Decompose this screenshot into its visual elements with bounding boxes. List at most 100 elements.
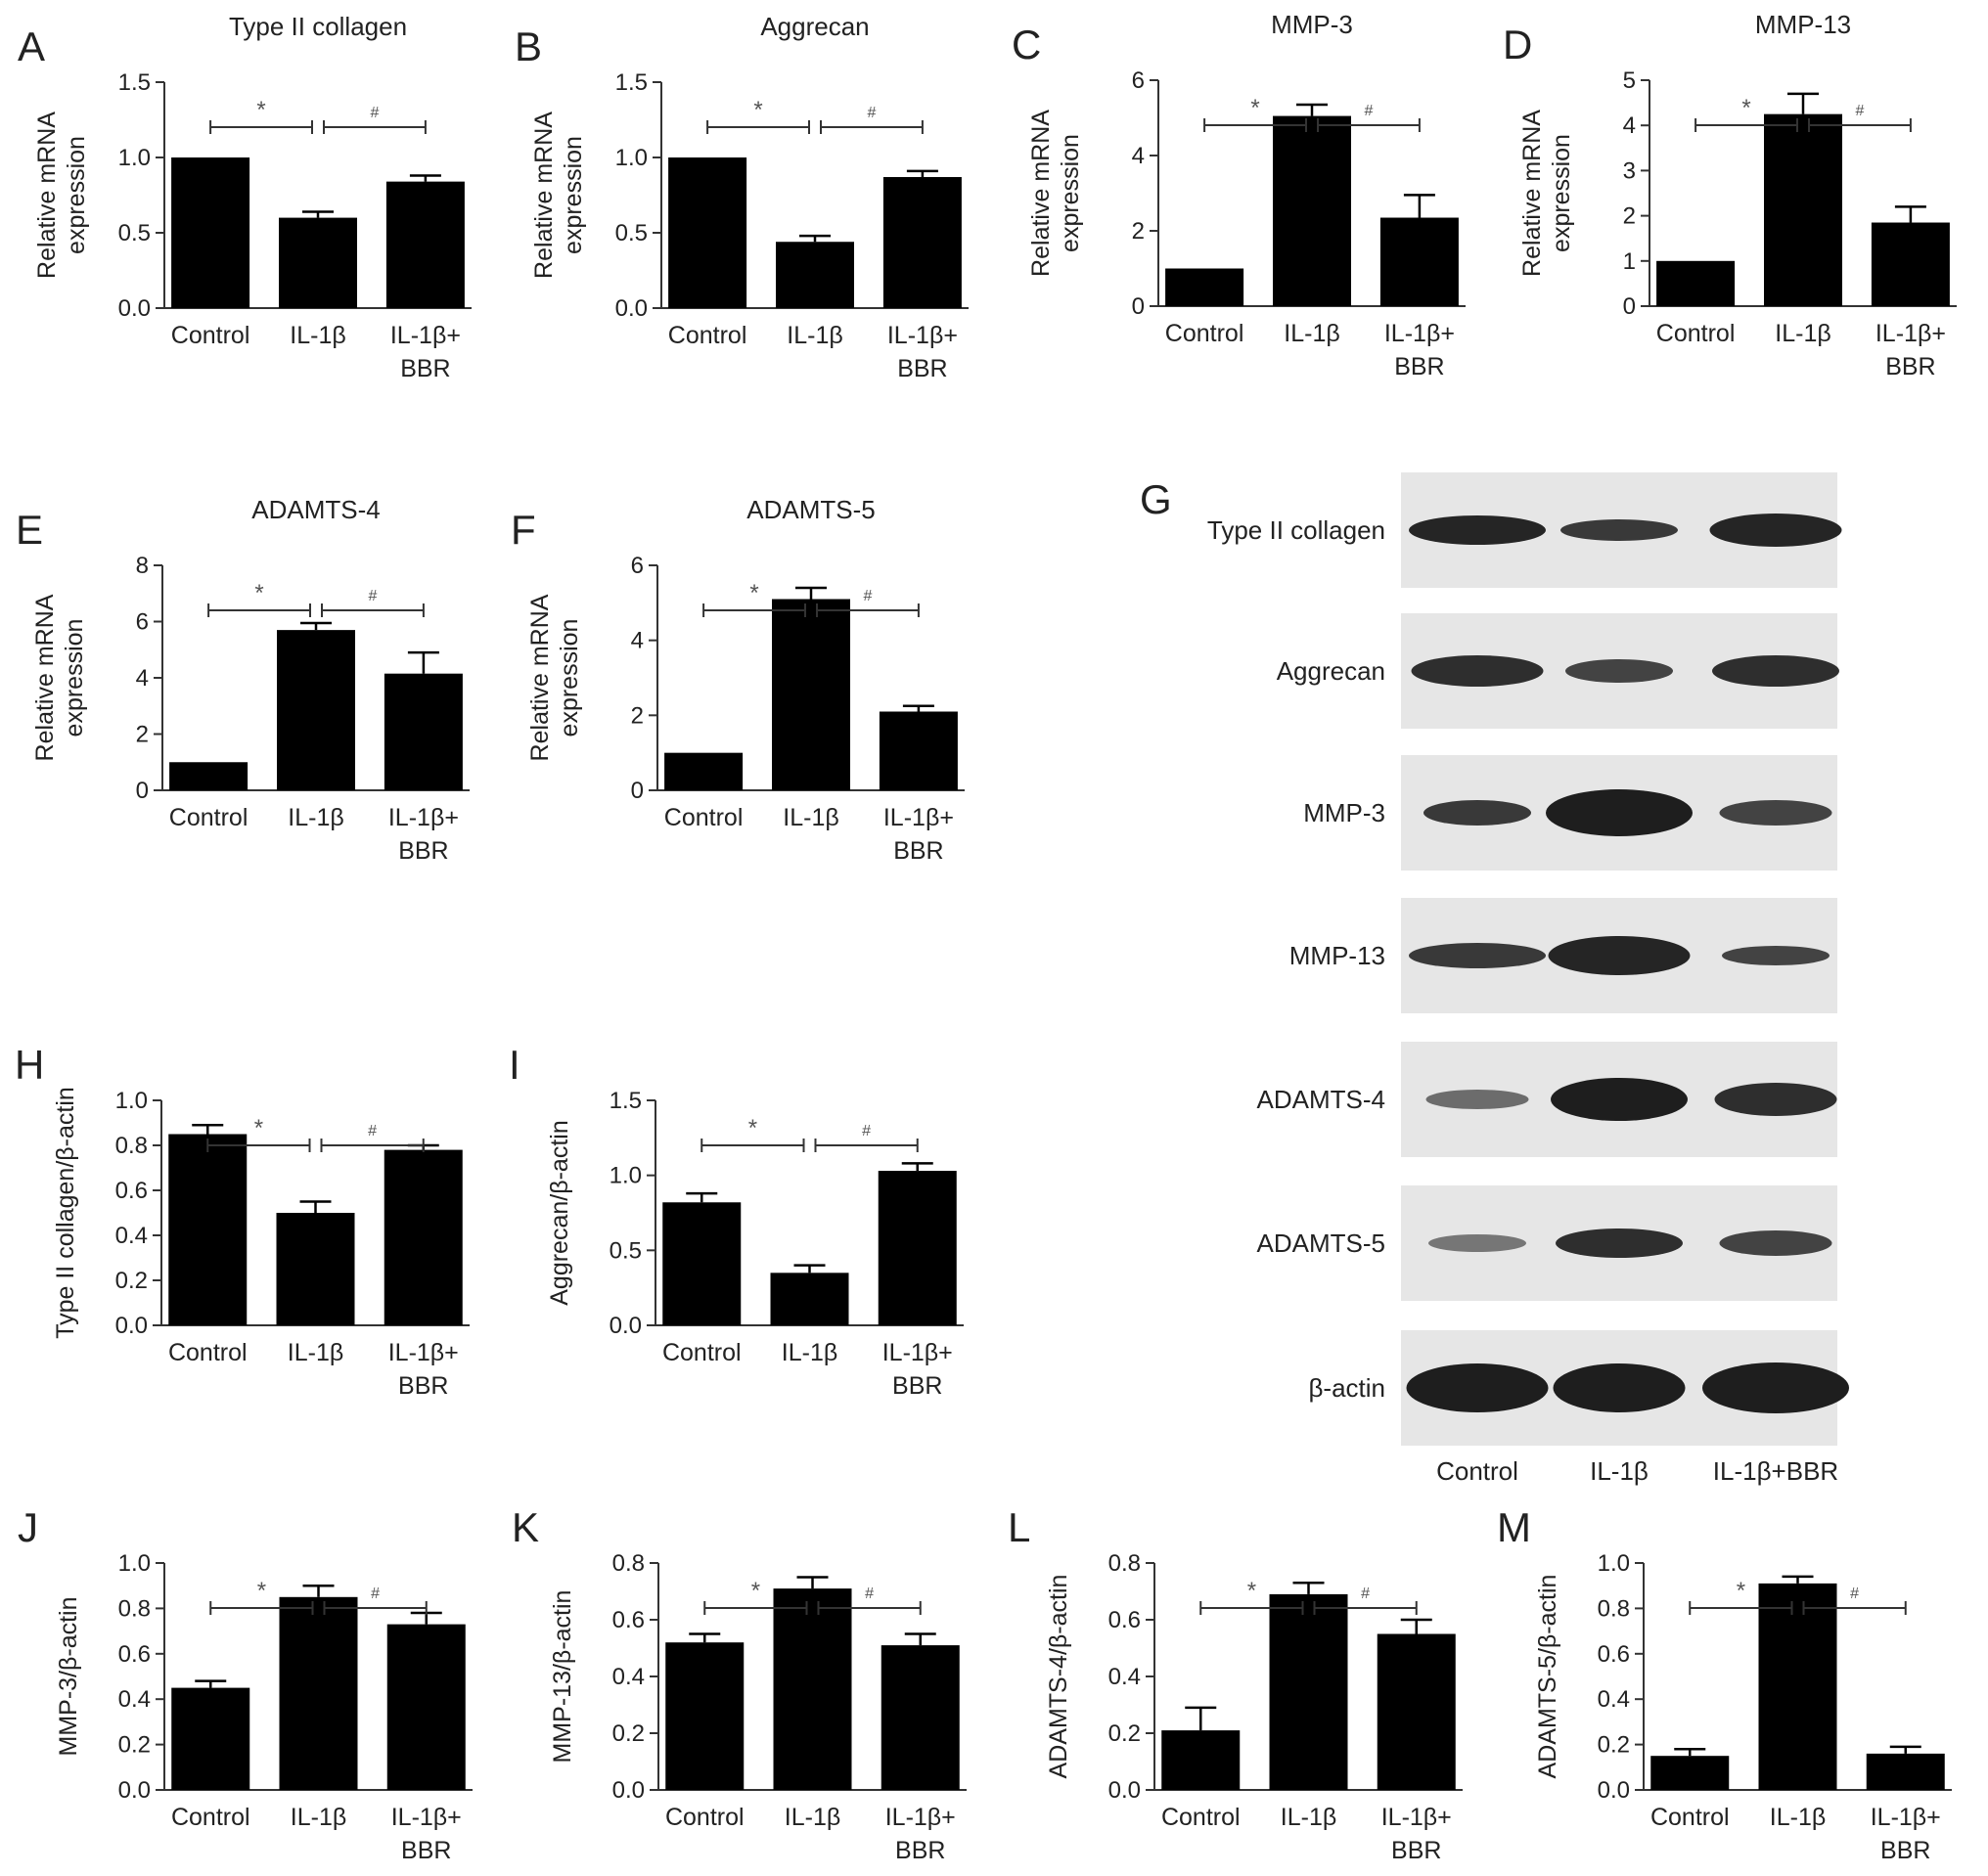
y-tick-label-k: 0.8 xyxy=(612,1550,645,1577)
chart-title-d: MMP-13 xyxy=(1755,10,1851,39)
bar-d-1 xyxy=(1764,113,1842,307)
y-tick-label-j: 0.4 xyxy=(118,1686,151,1713)
y-axis-label-a: expression xyxy=(63,136,90,254)
y-axis-label-a: Relative mRNA xyxy=(33,112,61,279)
y-tick-label-d: 0 xyxy=(1623,293,1636,320)
x-tick-label-f-0: Control xyxy=(664,804,744,831)
y-tick-label-l: 0.6 xyxy=(1108,1607,1141,1633)
blot-band-6-0 xyxy=(1406,1363,1549,1412)
y-tick-label-h: 0.2 xyxy=(115,1268,148,1294)
bar-a-2 xyxy=(385,181,465,308)
bar-h-1 xyxy=(276,1213,355,1325)
x-tick-label-j-2: BBR xyxy=(401,1837,451,1864)
y-tick-label-k: 0.4 xyxy=(612,1664,645,1690)
blot-protein-label: β-actin xyxy=(1308,1373,1385,1403)
bar-m-0 xyxy=(1650,1756,1730,1790)
y-tick-label-j: 0.8 xyxy=(118,1595,151,1622)
x-tick-label-h-2: BBR xyxy=(398,1372,448,1400)
x-tick-label-k-0: Control xyxy=(665,1804,745,1831)
y-tick-label-m: 0.8 xyxy=(1598,1595,1630,1622)
chart-title-e: ADAMTS-4 xyxy=(251,495,380,524)
blot-band-0-1 xyxy=(1560,519,1678,541)
x-tick-label-d-1: IL-1β xyxy=(1775,320,1830,347)
x-tick-label-i-2: BBR xyxy=(892,1372,942,1400)
x-tick-label-b-1: IL-1β xyxy=(787,322,842,349)
sig-star-j-0: * xyxy=(257,1578,266,1604)
sig-hash-a-1: # xyxy=(370,105,379,121)
bar-f-1 xyxy=(772,599,850,790)
sig-star-e-0: * xyxy=(254,580,263,606)
blot-band-1-2 xyxy=(1712,655,1839,687)
y-axis-label-f: Relative mRNA xyxy=(526,594,554,761)
y-axis-label-c: Relative mRNA xyxy=(1027,110,1055,277)
sig-hash-f-1: # xyxy=(863,588,872,604)
blot-band-2-1 xyxy=(1546,789,1693,836)
x-tick-label-c-1: IL-1β xyxy=(1284,320,1339,347)
x-tick-label-l-0: Control xyxy=(1161,1804,1241,1831)
sig-star-b-0: * xyxy=(753,97,762,123)
bar-k-1 xyxy=(773,1588,852,1790)
x-tick-label-b-2: IL-1β+ xyxy=(887,322,958,349)
x-tick-label-a-2: BBR xyxy=(400,355,450,382)
panel-letter-a: A xyxy=(18,23,45,69)
blot-band-0-2 xyxy=(1709,514,1842,547)
chart-title-f: ADAMTS-5 xyxy=(746,495,875,524)
y-tick-label-b: 0.0 xyxy=(615,295,648,322)
panel-letter-k: K xyxy=(512,1504,539,1550)
x-tick-label-m-0: Control xyxy=(1650,1804,1730,1831)
blot-band-4-1 xyxy=(1551,1078,1688,1121)
bar-m-1 xyxy=(1758,1583,1837,1790)
y-axis-label-j: MMP-3/β-actin xyxy=(55,1596,82,1756)
y-tick-label-c: 6 xyxy=(1132,67,1145,94)
bar-b-0 xyxy=(668,157,747,308)
sig-hash-e-1: # xyxy=(368,588,377,604)
y-tick-label-l: 0.0 xyxy=(1108,1777,1141,1804)
x-tick-label-l-2: BBR xyxy=(1391,1837,1441,1864)
y-axis-label-c: expression xyxy=(1057,134,1084,252)
sig-hash-c-1: # xyxy=(1364,103,1373,119)
x-tick-label-i-2: IL-1β+ xyxy=(882,1339,953,1366)
y-axis-label-i: Aggrecan/β-actin xyxy=(546,1120,573,1305)
y-tick-label-h: 0.4 xyxy=(115,1223,148,1249)
sig-hash-b-1: # xyxy=(867,105,876,121)
x-tick-label-m-2: BBR xyxy=(1880,1837,1930,1864)
panel-letter-m: M xyxy=(1497,1504,1531,1550)
blot-lane-label: Control xyxy=(1436,1456,1518,1486)
y-tick-label-m: 0.6 xyxy=(1598,1641,1630,1668)
y-tick-label-c: 0 xyxy=(1132,293,1145,320)
sig-hash-d-1: # xyxy=(1855,103,1864,119)
y-axis-label-b: expression xyxy=(560,136,587,254)
blot-protein-label: ADAMTS-4 xyxy=(1257,1085,1385,1114)
y-tick-label-c: 4 xyxy=(1132,143,1145,169)
y-axis-label-k: MMP-13/β-actin xyxy=(549,1590,576,1764)
y-tick-label-b: 1.5 xyxy=(615,69,648,96)
bar-a-0 xyxy=(171,157,250,308)
x-tick-label-e-1: IL-1β xyxy=(288,804,343,831)
blot-band-1-0 xyxy=(1411,655,1544,687)
x-tick-label-k-2: BBR xyxy=(895,1837,945,1864)
y-tick-label-a: 1.5 xyxy=(118,69,151,96)
x-tick-label-b-2: BBR xyxy=(897,355,947,382)
x-tick-label-d-2: IL-1β+ xyxy=(1875,320,1946,347)
y-tick-label-i: 1.0 xyxy=(610,1163,642,1189)
x-tick-label-f-2: BBR xyxy=(893,837,943,865)
sig-star-h-0: * xyxy=(254,1115,263,1141)
y-tick-label-m: 1.0 xyxy=(1598,1550,1630,1577)
panel-letter-g: G xyxy=(1140,476,1172,522)
bar-h-0 xyxy=(168,1134,248,1325)
bar-j-2 xyxy=(386,1624,466,1790)
x-tick-label-h-2: IL-1β+ xyxy=(388,1339,459,1366)
chart-title-c: MMP-3 xyxy=(1271,10,1353,39)
y-tick-label-l: 0.2 xyxy=(1108,1720,1141,1747)
y-axis-label-l: ADAMTS-4/β-actin xyxy=(1045,1575,1072,1779)
y-tick-label-c: 2 xyxy=(1132,218,1145,245)
x-tick-label-l-2: IL-1β+ xyxy=(1381,1804,1452,1831)
bar-d-0 xyxy=(1656,260,1736,306)
blot-lane-label: IL-1β xyxy=(1590,1456,1649,1486)
x-tick-label-e-2: IL-1β+ xyxy=(388,804,459,831)
y-tick-label-h: 0.6 xyxy=(115,1178,148,1204)
panel-letter-j: J xyxy=(18,1504,38,1550)
y-tick-label-k: 0.2 xyxy=(612,1720,645,1747)
x-tick-label-c-2: BBR xyxy=(1394,353,1444,380)
